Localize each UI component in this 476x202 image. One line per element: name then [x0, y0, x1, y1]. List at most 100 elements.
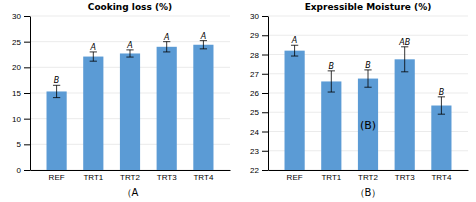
error-bar-line: [404, 47, 405, 72]
y-tick-mark: [262, 35, 268, 36]
y-tick-label: 23: [250, 147, 259, 156]
x-tick-label: TRT1: [321, 173, 341, 182]
superscripts: BAAAA: [54, 32, 206, 86]
x-tick-label: TRT4: [193, 173, 213, 182]
bar: [47, 91, 67, 170]
x-tick: TRT2: [358, 173, 378, 182]
y-tick-label: 5: [17, 140, 22, 149]
error-bar: [291, 45, 298, 56]
error-bar: [163, 42, 170, 52]
y-tick-label: 0: [17, 166, 22, 175]
y-tick: 26: [250, 89, 268, 98]
y-tick-mark: [24, 170, 30, 171]
x-tick-label: TRT1: [83, 173, 103, 182]
y-tick-label: 30: [250, 12, 259, 21]
superscript: B: [365, 61, 371, 70]
title: Cooking loss (%): [88, 2, 172, 12]
panel: 051015202530REFTRT1TRT2TRT3TRT4BAAAACook…: [12, 2, 230, 198]
plot-area: [47, 41, 214, 170]
superscript: B: [329, 62, 335, 71]
bar: [321, 81, 341, 170]
y-tick-label: 29: [250, 31, 259, 40]
error-bar-line: [441, 97, 442, 114]
title: Expressible Moisture (%): [305, 2, 432, 12]
error-bar-line: [294, 45, 295, 56]
y-tick: 22: [250, 166, 268, 175]
y-tick-mark: [262, 132, 268, 133]
y-tick-mark: [262, 170, 268, 171]
x-tick: TRT3: [157, 173, 177, 182]
y-tick: 20: [12, 63, 30, 72]
y-tick: 0: [17, 166, 30, 175]
x-tick-label: TRT4: [431, 173, 451, 182]
y-tick: 28: [250, 51, 268, 60]
y-tick-label: 25: [250, 108, 259, 117]
grid: [30, 16, 230, 170]
bar: [193, 45, 213, 170]
y-axis-line: [268, 17, 269, 171]
grid-line: [268, 35, 468, 36]
error-bar: [401, 47, 408, 72]
y-tick-label: 28: [250, 51, 259, 60]
y-tick: 25: [250, 108, 268, 117]
y-tick-label: 10: [12, 115, 21, 124]
bar: [358, 79, 378, 170]
y-tick-mark: [24, 93, 30, 94]
y-tick-mark: [262, 16, 268, 17]
y-tick-mark: [24, 144, 30, 145]
x-tick: REF: [287, 173, 303, 182]
bar: [157, 47, 177, 170]
x-tick-label: TRT3: [157, 173, 177, 182]
error-bar-cap: [401, 71, 408, 72]
bar: [83, 57, 103, 170]
y-tick-mark: [262, 74, 268, 75]
y-tick-mark: [262, 55, 268, 56]
error-bar-line: [368, 70, 369, 87]
y-tick-label: 27: [250, 70, 259, 79]
error-bar-cap: [90, 61, 97, 62]
error-bar-line: [331, 71, 332, 92]
x-axis: REF TRT1 TRT2 TRT3 TRT4: [269, 171, 469, 182]
superscript: A: [90, 43, 96, 52]
x-tick: REF: [49, 173, 65, 182]
error-bar: [53, 85, 60, 97]
y-tick-mark: [24, 119, 30, 120]
y-tick: 10: [12, 115, 30, 124]
x-tick-label: TRT2: [120, 173, 140, 182]
y-tick-label: 25: [12, 38, 21, 47]
superscript: AB: [398, 38, 410, 47]
error-bar-line: [203, 41, 204, 49]
y-tick-mark: [24, 67, 30, 68]
y-tick-label: 30: [12, 12, 21, 21]
y-axis: 22 23 24 25 26 27 28 29 30: [250, 12, 268, 175]
y-axis: 0 5 10 15 20 25 30: [12, 12, 30, 175]
y-tick-label: 20: [12, 63, 21, 72]
y-tick-label: 26: [250, 89, 259, 98]
x-tick-label: TRT3: [395, 173, 415, 182]
plot-area: [285, 45, 452, 170]
bar: [120, 53, 140, 170]
y-tick: 24: [250, 128, 268, 137]
error-bar-cap: [200, 48, 207, 49]
error-bar-line: [166, 42, 167, 52]
x-tick: TRT1: [83, 173, 103, 182]
x-tick-label: REF: [49, 173, 65, 182]
error-bar: [90, 52, 97, 61]
y-tick: 5: [17, 140, 30, 149]
y-tick-label: 15: [12, 89, 21, 98]
error-bar-line: [93, 52, 94, 61]
x-tick: TRT4: [193, 173, 213, 182]
y-tick-label: 22: [250, 166, 259, 175]
bar: [285, 51, 305, 170]
error-bar-line: [56, 85, 57, 97]
x-tick-label: REF: [287, 173, 303, 182]
y-tick: 30: [250, 12, 268, 21]
x-axis-line: [269, 170, 469, 171]
superscript: A: [200, 32, 206, 41]
superscripts: ABBABB: [291, 36, 444, 97]
y-axis-line: [30, 17, 31, 171]
superscript: A: [163, 33, 169, 42]
error-bar-cap: [126, 57, 133, 58]
superscript: B: [439, 88, 445, 97]
superscript: A: [291, 36, 297, 45]
